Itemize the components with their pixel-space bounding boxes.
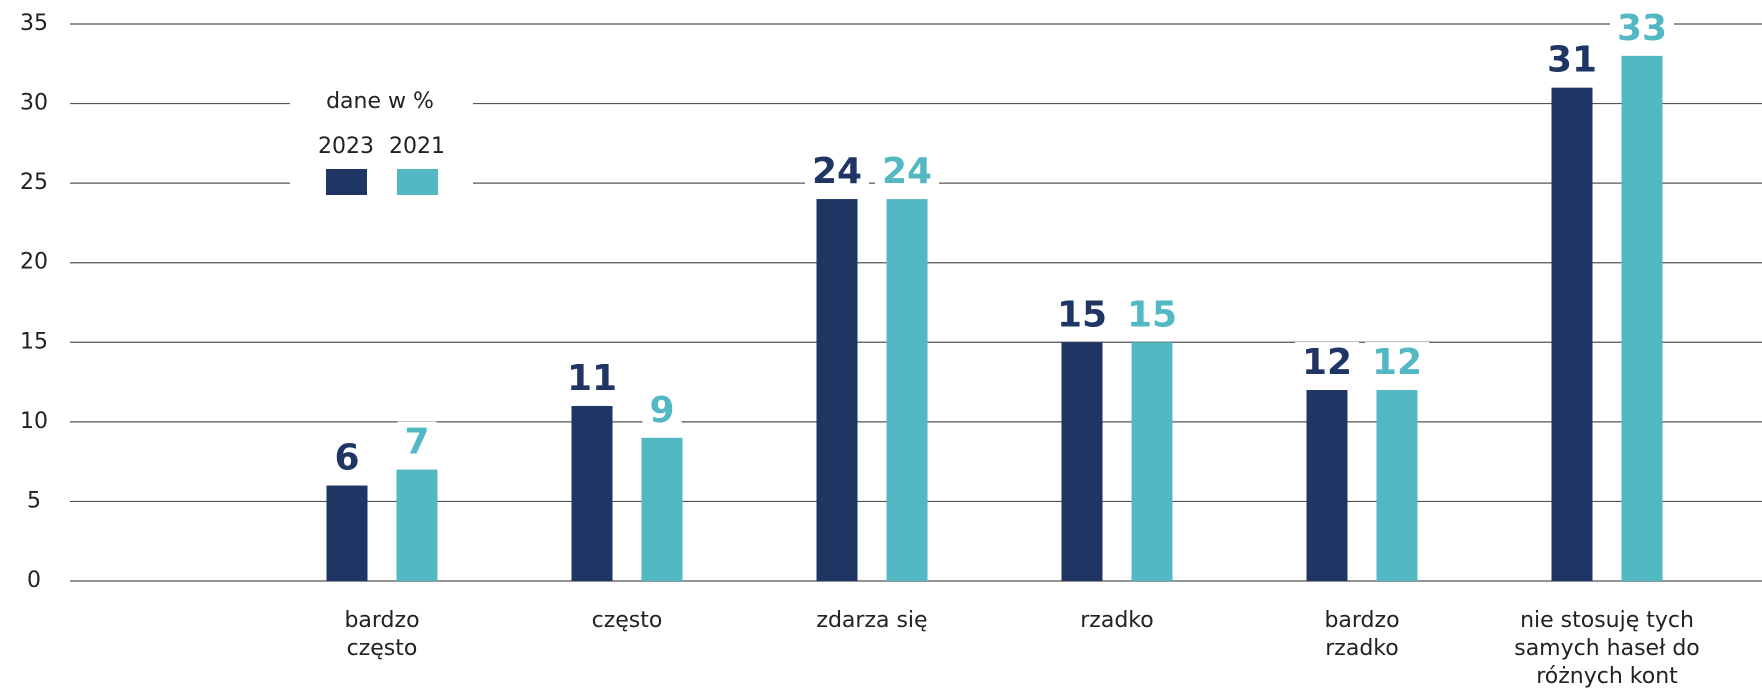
y-tick-label: 5 [27, 488, 41, 513]
x-tick-label: często [347, 636, 418, 661]
legend-swatch [326, 169, 367, 195]
bar [1376, 390, 1418, 581]
bar [1061, 342, 1103, 581]
y-tick-label: 10 [20, 409, 48, 434]
legend-title: dane w % [326, 89, 434, 114]
value-label-background [559, 357, 625, 398]
bar [1131, 342, 1173, 581]
x-tick-label: samych haseł do [1514, 636, 1700, 661]
y-tick-label: 35 [20, 11, 48, 36]
x-tick-label: rzadko [1080, 608, 1153, 633]
x-tick-label: zdarza się [816, 608, 927, 633]
bar [396, 469, 438, 581]
legend-swatch [397, 169, 438, 195]
value-label-background [1119, 294, 1185, 335]
value-label: 12 [1302, 342, 1352, 383]
value-label-background [874, 151, 940, 192]
y-tick-label: 0 [27, 568, 41, 593]
value-label: 33 [1617, 8, 1667, 49]
value-label-background [1609, 7, 1675, 48]
value-label-background [1049, 294, 1115, 335]
x-tick-label: bardzo [344, 608, 419, 633]
legend-label: 2021 [389, 134, 445, 159]
value-label: 7 [404, 422, 429, 463]
legend-background [290, 80, 473, 205]
bar [641, 437, 683, 581]
value-label-background [1364, 342, 1430, 383]
value-label-background [1294, 342, 1360, 383]
value-label: 9 [649, 390, 674, 431]
y-tick-label: 15 [20, 329, 48, 354]
x-tick-label: często [592, 608, 663, 633]
x-tick-label: różnych kont [1536, 664, 1678, 689]
value-label-background [327, 437, 367, 478]
value-label: 24 [812, 151, 862, 192]
bar [1551, 87, 1593, 582]
value-label-background [1539, 39, 1605, 80]
bar [571, 405, 613, 581]
value-label: 31 [1547, 40, 1597, 81]
value-label: 11 [567, 358, 617, 399]
x-tick-label: nie stosuję tych [1520, 608, 1694, 633]
value-label: 15 [1057, 294, 1107, 335]
y-tick-label: 20 [20, 250, 48, 275]
bar [1306, 390, 1348, 581]
value-label: 15 [1127, 294, 1177, 335]
bar [326, 485, 368, 581]
value-label-background [642, 389, 682, 430]
bar [1621, 55, 1663, 582]
y-tick-label: 30 [20, 91, 48, 116]
value-label-background [804, 151, 870, 192]
value-label: 24 [882, 151, 932, 192]
value-label-background [397, 421, 437, 462]
value-label: 6 [334, 438, 359, 479]
x-tick-label: bardzo [1324, 608, 1399, 633]
legend-label: 2023 [318, 134, 374, 159]
bar [886, 199, 928, 582]
x-tick-label: rzadko [1325, 636, 1398, 661]
bar [816, 199, 858, 582]
value-label: 12 [1372, 342, 1422, 383]
y-tick-label: 25 [20, 170, 48, 195]
